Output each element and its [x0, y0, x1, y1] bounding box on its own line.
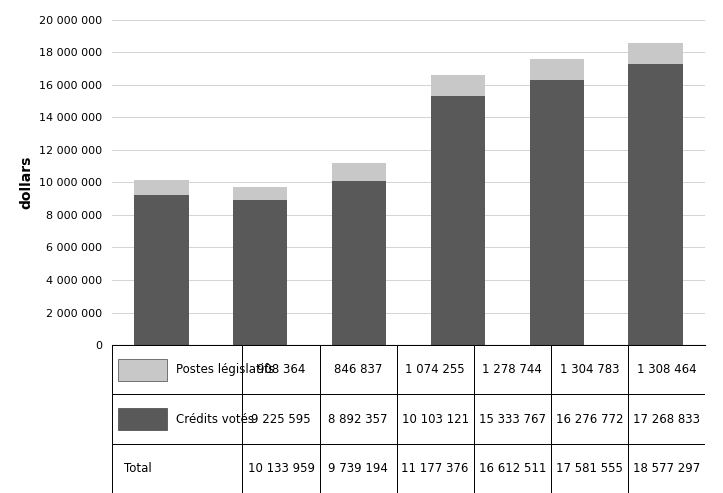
Bar: [233, 201, 288, 345]
Text: 17 268 833: 17 268 833: [633, 413, 700, 425]
Bar: [118, 408, 167, 430]
Text: 846 837: 846 837: [334, 363, 382, 376]
Bar: [551, 444, 628, 493]
Bar: [628, 64, 683, 345]
Bar: [397, 444, 474, 493]
Text: 18 577 297: 18 577 297: [633, 462, 700, 475]
Text: 1 308 464: 1 308 464: [636, 363, 696, 376]
Bar: [431, 75, 485, 96]
Bar: [431, 96, 485, 345]
Bar: [628, 444, 705, 493]
Bar: [397, 345, 474, 394]
Bar: [242, 444, 320, 493]
Bar: [628, 394, 705, 444]
Text: 8 892 357: 8 892 357: [328, 413, 388, 425]
Bar: [233, 187, 288, 201]
Bar: [332, 163, 386, 181]
Bar: [474, 394, 551, 444]
Text: 17 581 555: 17 581 555: [556, 462, 623, 475]
Text: 10 133 959: 10 133 959: [247, 462, 315, 475]
Bar: [628, 345, 705, 394]
Bar: [474, 345, 551, 394]
Text: 1 304 783: 1 304 783: [560, 363, 619, 376]
Bar: [112, 345, 242, 394]
Bar: [134, 195, 189, 345]
Text: 11 177 376: 11 177 376: [401, 462, 469, 475]
Bar: [474, 444, 551, 493]
Bar: [320, 444, 397, 493]
Bar: [529, 80, 584, 345]
Text: 9 739 194: 9 739 194: [328, 462, 388, 475]
Bar: [551, 345, 628, 394]
Bar: [112, 394, 242, 444]
Bar: [242, 394, 320, 444]
Y-axis label: dollars: dollars: [20, 156, 34, 209]
Bar: [551, 394, 628, 444]
Text: 1 278 744: 1 278 744: [482, 363, 542, 376]
Bar: [397, 394, 474, 444]
Text: Total: Total: [124, 462, 152, 475]
Bar: [118, 359, 167, 381]
Text: 10 103 121: 10 103 121: [401, 413, 469, 425]
Text: 9 225 595: 9 225 595: [251, 413, 311, 425]
Bar: [112, 444, 242, 493]
Bar: [529, 59, 584, 80]
Text: Crédits votés: Crédits votés: [176, 413, 254, 425]
Bar: [320, 345, 397, 394]
Bar: [242, 345, 320, 394]
Bar: [628, 43, 683, 64]
Bar: [320, 394, 397, 444]
Bar: [134, 180, 189, 195]
Text: 16 276 772: 16 276 772: [555, 413, 623, 425]
Text: 15 333 767: 15 333 767: [479, 413, 546, 425]
Text: 16 612 511: 16 612 511: [479, 462, 546, 475]
Text: 1 074 255: 1 074 255: [406, 363, 465, 376]
Text: 908 364: 908 364: [257, 363, 305, 376]
Text: Postes législatifs: Postes législatifs: [176, 363, 274, 376]
Bar: [332, 181, 386, 345]
